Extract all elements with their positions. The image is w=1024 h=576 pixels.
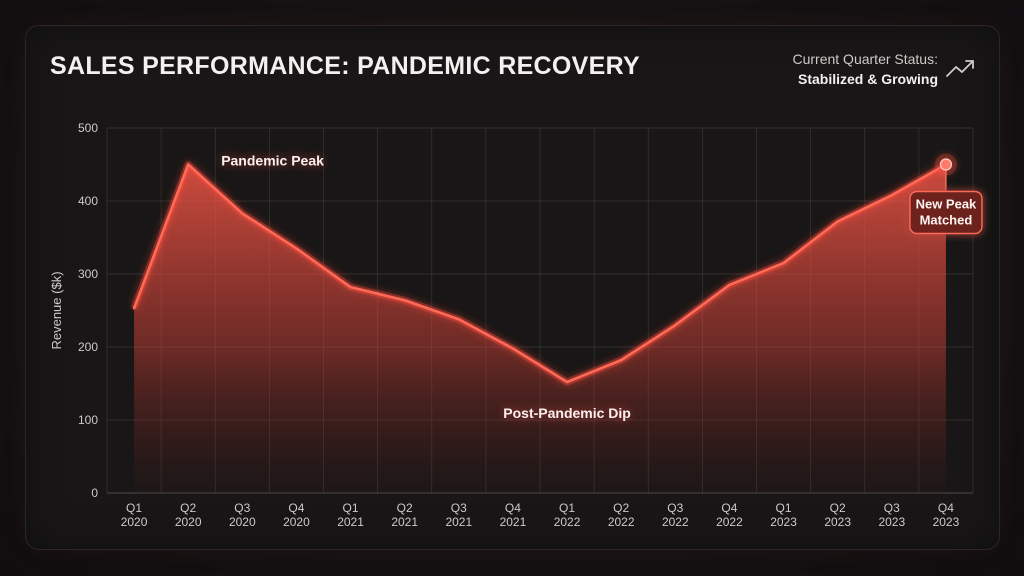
status-panel: Current Quarter Status: Stabilized & Gro… [792, 50, 938, 89]
data-point [403, 299, 406, 302]
x-tick-label-year: 2023 [878, 515, 905, 529]
series-line [132, 163, 948, 384]
y-tick-label: 300 [78, 267, 98, 281]
trending-up-icon [946, 60, 974, 77]
status-label: Current Quarter Status: [792, 51, 938, 67]
x-tick-label-year: 2023 [770, 515, 797, 529]
status-value: Stabilized & Growing [797, 71, 938, 87]
x-tick-label: Q2 [830, 501, 846, 515]
x-tick-label-year: 2021 [337, 515, 364, 529]
data-point [241, 212, 244, 215]
x-tick-label: Q1 [343, 501, 359, 515]
x-tick-label: Q3 [234, 501, 250, 515]
annotation-layer: Pandemic Peak Post-Pandemic Dip New PeakMa… [221, 153, 983, 421]
x-tick-label: Q3 [884, 501, 900, 515]
x-tick-label-year: 2021 [500, 515, 527, 529]
x-tick-label-year: 2022 [716, 515, 743, 529]
x-tick-label: Q3 [667, 501, 683, 515]
data-point [511, 347, 514, 350]
x-tick-label-year: 2023 [824, 515, 851, 529]
x-tick-label: Q1 [776, 501, 792, 515]
y-tick-label: 400 [78, 194, 98, 208]
x-tick-label: Q4 [505, 501, 521, 515]
data-point [890, 194, 893, 197]
annotation-post-pandemic-dip: Post-Pandemic Dip [503, 405, 631, 421]
data-point [295, 247, 298, 250]
x-tick-label: Q1 [559, 501, 575, 515]
x-tick-label-year: 2022 [662, 515, 689, 529]
x-tick-label: Q2 [613, 501, 629, 515]
x-tick-label: Q2 [180, 501, 196, 515]
chart-title: SALES PERFORMANCE: PANDEMIC RECOVERY [50, 52, 641, 80]
y-tick-label: 200 [78, 340, 98, 354]
callout-box [909, 190, 983, 235]
x-tick-label-year: 2021 [391, 515, 418, 529]
x-tick-label-year: 2021 [445, 515, 472, 529]
area-layer [130, 161, 948, 493]
peak-marker [939, 158, 953, 171]
x-tick-label: Q4 [721, 501, 737, 515]
data-point [782, 262, 785, 265]
data-point [457, 318, 460, 321]
callout-text-line: New Peak [916, 197, 977, 212]
x-tick-label: Q1 [126, 501, 142, 515]
y-tick-label: 0 [91, 486, 98, 500]
x-tick-label: Q2 [397, 501, 413, 515]
y-tick-label: 100 [78, 413, 98, 427]
x-tick-label: Q3 [451, 501, 467, 515]
area-fill [134, 164, 946, 493]
data-point [728, 283, 731, 286]
x-tick-label-year: 2022 [608, 515, 635, 529]
x-tick-label-year: 2020 [283, 515, 310, 529]
data-point [620, 359, 623, 362]
data-point [674, 324, 677, 327]
x-tick-label-year: 2022 [554, 515, 581, 529]
data-point [566, 381, 569, 384]
y-tick-label: 500 [78, 121, 98, 135]
callout-text-line: Matched [920, 213, 973, 228]
annotation-pandemic-peak: Pandemic Peak [221, 153, 324, 169]
y-axis-label: Revenue ($k) [49, 271, 64, 349]
data-point [836, 220, 839, 223]
data-point [133, 307, 136, 310]
x-tick-label: Q4 [288, 501, 304, 515]
x-tick-label: Q4 [938, 501, 954, 515]
x-tick-label-year: 2020 [229, 515, 256, 529]
x-tick-label-year: 2020 [175, 515, 202, 529]
data-point [349, 286, 352, 289]
x-tick-label-year: 2023 [933, 515, 960, 529]
data-point [187, 163, 190, 166]
x-tick-label-year: 2020 [121, 515, 148, 529]
